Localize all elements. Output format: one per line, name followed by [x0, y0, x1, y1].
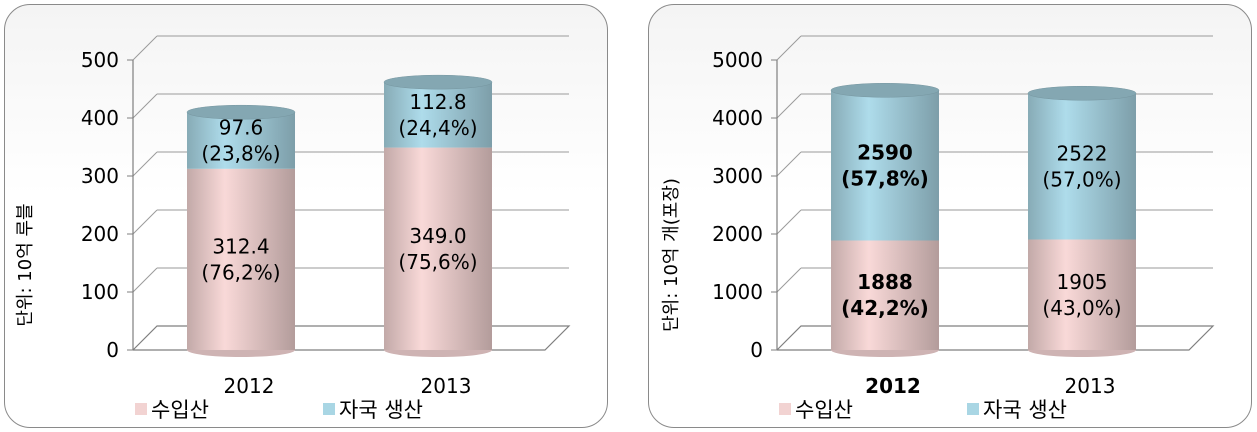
gridline [132, 151, 158, 177]
bar-segment-자국 생산 [1028, 93, 1136, 240]
bar-top [186, 104, 296, 120]
y-tick-label: 5000 [712, 48, 763, 72]
data-label-value: 112.8 [409, 90, 466, 114]
bar-segment-자국 생산 [831, 90, 939, 241]
y-tick-label: 0 [750, 338, 763, 362]
data-label-percent: (75,6%) [398, 250, 477, 274]
y-tick-label: 200 [81, 222, 119, 246]
legend-item: 수입산 [779, 398, 853, 422]
legend-label: 수입산 [795, 398, 853, 422]
bar-top [383, 74, 493, 90]
legend-item: 수입산 [135, 398, 209, 422]
data-label-value: 312.4 [212, 234, 269, 258]
gridline [776, 151, 802, 177]
data-label-percent: (24,4%) [398, 116, 477, 140]
y-tick-label: 1000 [712, 280, 763, 304]
chart-left-svg: 0 100 200 300 400 500 단위: 10억 루블 312.4(76,2%) 97… [15, 35, 571, 422]
y-tick-label: 100 [81, 280, 119, 304]
data-label-value: 349.0 [409, 224, 466, 248]
gridline [132, 35, 158, 61]
legend-swatch [323, 403, 335, 415]
bar-segment-수입산 [831, 240, 939, 350]
chart-panel-right: 0 1000 2000 3000 4000 5000 단위: 10억 개(포장) 1888 (4… [648, 4, 1252, 428]
bar-2012 [186, 104, 296, 357]
y-tick-label: 0 [106, 338, 119, 362]
y-tick-label: 2000 [712, 222, 763, 246]
bar-segment-자국 생산 [384, 82, 492, 148]
gridline [776, 35, 802, 61]
data-label-value: 2522 [1057, 141, 1108, 165]
x-tick-label: 2013 [421, 374, 472, 398]
gridline [776, 93, 802, 119]
legend-swatch [135, 403, 147, 415]
legend-label: 자국 생산 [983, 398, 1067, 422]
legend-item: 자국 생산 [967, 398, 1067, 422]
y-tick-label: 400 [81, 106, 119, 130]
bar-segment-수입산 [384, 147, 492, 350]
data-label-value: 1888 [857, 270, 913, 294]
data-label-percent: (43,0%) [1042, 296, 1121, 320]
gridline [132, 267, 158, 293]
y-tick-label: 500 [81, 48, 119, 72]
legend-label: 수입산 [151, 398, 209, 422]
bar-segment-수입산 [187, 168, 295, 350]
data-label-value: 97.6 [219, 116, 264, 140]
data-label-percent: (23,8%) [201, 142, 280, 166]
legend-swatch [779, 403, 791, 415]
y-tick-label: 300 [81, 164, 119, 188]
gridline [132, 209, 158, 235]
bar-segment-수입산 [1028, 239, 1136, 350]
y-tick-label: 3000 [712, 164, 763, 188]
y-axis-title: 단위: 10억 개(포장) [661, 178, 682, 332]
x-tick-label: 2012 [224, 374, 275, 398]
bar-2012 [830, 83, 940, 357]
bar-segment-자국 생산 [187, 112, 295, 169]
bar-top [830, 83, 940, 98]
gridline [132, 93, 158, 119]
data-label-percent: (57,0%) [1042, 167, 1121, 191]
bar-2013 [383, 74, 493, 357]
y-axis-title: 단위: 10억 루블 [15, 203, 36, 326]
legend-swatch [967, 403, 979, 415]
bar-2013 [1027, 85, 1137, 357]
legend-item: 자국 생산 [323, 398, 423, 422]
data-label-percent: (76,2%) [201, 260, 280, 284]
data-label-percent: (57,8%) [841, 166, 929, 190]
data-label-percent: (42,2%) [841, 296, 929, 320]
y-tick-label: 4000 [712, 106, 763, 130]
gridline [776, 267, 802, 293]
chart-panel-left: 0 100 200 300 400 500 단위: 10억 루블 312.4 (76,2%) 97… [4, 4, 608, 428]
data-label-value: 2590 [857, 140, 913, 164]
x-tick-label: 2013 [1065, 374, 1116, 398]
data-label-value: 1905 [1057, 270, 1108, 294]
legend-label: 자국 생산 [339, 398, 423, 422]
x-tick-label: 2012 [865, 374, 921, 398]
gridline [776, 209, 802, 235]
bar-top [1027, 85, 1137, 101]
